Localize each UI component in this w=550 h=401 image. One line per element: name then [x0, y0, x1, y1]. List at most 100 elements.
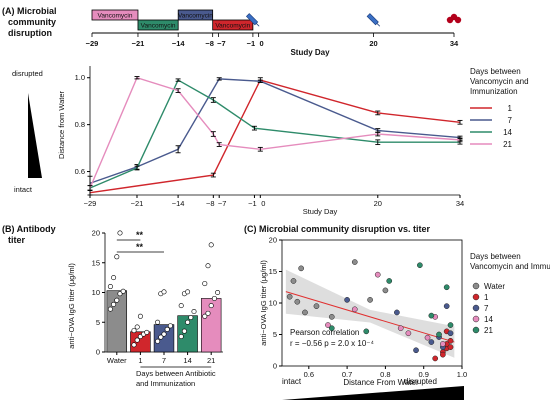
series-line-14: [89, 79, 460, 189]
vancomycin-block: [177, 9, 214, 21]
scatter-point-7: [447, 330, 454, 337]
legend-label: Water: [484, 282, 505, 291]
x-tick-label: 0.9: [418, 370, 428, 379]
data-point: [205, 263, 211, 269]
blood-drop-icon: [446, 13, 462, 24]
legend-label: 1: [484, 293, 489, 302]
legend-label: 7: [508, 116, 513, 125]
data-point: [202, 313, 208, 319]
data-point: [120, 288, 126, 294]
scatter-point-7: [394, 309, 400, 316]
syringe-icon: [245, 13, 260, 27]
y-tick-label: 0: [273, 362, 277, 371]
x-tick-label: −1: [248, 199, 257, 208]
bar-7: [153, 324, 175, 353]
data-point: [188, 314, 194, 320]
series-line-21: [89, 76, 461, 189]
y-tick-label: 0: [96, 348, 100, 357]
x-tick-label: Water: [107, 356, 127, 365]
x-tick-label: 21: [207, 356, 215, 365]
scale-disrupted-label-c: disrupted: [404, 377, 437, 386]
panel-b-title-line2: titer: [8, 235, 26, 245]
fit-line: [285, 291, 455, 343]
legend-label: 1: [508, 104, 513, 113]
scatter-xlabel: Distance From Water: [343, 378, 419, 387]
timeline-tick-label: −1: [247, 39, 256, 48]
data-point: [144, 329, 150, 335]
data-point: [107, 306, 113, 312]
legend-label: 21: [484, 326, 493, 335]
x-tick-label: 0.6: [304, 370, 314, 379]
data-point: [117, 230, 123, 236]
vancomycin-block: [212, 19, 254, 31]
vancomycin-block-label: Vancomycin: [178, 13, 213, 20]
x-tick-label: 0.7: [342, 370, 352, 379]
scatter-legend: Water 1 7 14 21: [472, 282, 505, 335]
y-tick-label: 15: [92, 258, 100, 267]
timeline-tick-label: −7: [217, 39, 226, 48]
scatter-point-14: [325, 322, 331, 328]
x-tick-label: −8: [206, 199, 215, 208]
scatter-point-21: [417, 262, 423, 269]
bar-chart-xlabel-line1: Days between Antibiotic: [136, 369, 216, 378]
legend-marker: [472, 304, 480, 312]
data-point: [211, 295, 217, 301]
legend-label: 14: [503, 128, 512, 137]
y-tick-label: 20: [269, 236, 277, 245]
y-tick-label: 0.6: [75, 167, 85, 176]
line-chart-ylabel: Distance from Water: [57, 90, 66, 159]
vancomycin-block-label: Vancomycin: [141, 23, 176, 30]
scatter-point-Water: [294, 298, 301, 305]
data-point: [111, 301, 117, 307]
x-tick-label: 34: [456, 199, 464, 208]
syringe-barrel: [366, 13, 379, 26]
scatter-ylabel: anti−OVA IgG titer (μg/ml): [259, 260, 268, 346]
timeline-tick-label: 20: [369, 39, 377, 48]
scatter-point-14: [424, 334, 431, 341]
scatter-point-14: [351, 306, 358, 313]
significance-marker-2: **: [136, 242, 144, 252]
data-point: [114, 254, 120, 260]
vancomycin-block-label: Vancomycin: [98, 13, 133, 20]
pearson-annotation-line1: Pearson correlation: [290, 328, 359, 337]
x-tick-label: −29: [84, 199, 97, 208]
y-tick-label: 0.8: [75, 120, 85, 129]
scatter-point-21: [436, 331, 442, 338]
panel-a-title-line2: community: [8, 17, 56, 27]
timeline-tick-label: 34: [450, 39, 459, 48]
syringe-icon: [366, 13, 381, 27]
x-tick-label: −14: [172, 199, 185, 208]
data-point: [208, 242, 214, 248]
data-point: [134, 324, 140, 330]
vancomycin-block: [91, 9, 139, 21]
significance-marker-1: **: [136, 230, 144, 240]
timeline-tick-label: −8: [205, 39, 214, 48]
data-point: [131, 342, 137, 348]
x-tick-label: 1.0: [457, 370, 467, 379]
scatter-point-7: [344, 297, 350, 303]
scatter-point-Water: [367, 297, 373, 303]
scatter-point-14: [397, 325, 404, 332]
timeline-tick-label: −21: [132, 39, 145, 48]
data-point: [155, 319, 161, 325]
bar-chart-xlabel-line2: and Immunization: [136, 379, 195, 388]
scatter-legend-title-1: Days between: [470, 252, 521, 261]
bar-chart-ylabel: anti−OVA IgG titer (μg/ml): [67, 263, 76, 349]
treatment-timeline: VancomycinVancomycinVancomycinVancomycin…: [86, 9, 462, 48]
scatter-point-21: [443, 284, 450, 291]
data-point: [111, 275, 117, 281]
y-tick-label: 15: [269, 267, 277, 276]
timeline-tick-label: −14: [172, 39, 186, 48]
data-point: [215, 289, 221, 295]
scatter-point-7: [443, 303, 450, 309]
data-point: [114, 297, 120, 303]
x-tick-label: −21: [131, 199, 144, 208]
line-chart-legend: 1 7 14 21: [470, 104, 513, 149]
x-tick-label: 0.8: [380, 370, 390, 379]
scatter-point-21: [363, 328, 370, 335]
y-tick-label: 10: [92, 288, 100, 297]
legend-marker: [472, 315, 480, 323]
scale-intact-label: intact: [14, 185, 33, 194]
data-point: [137, 313, 143, 319]
panel-b-title-line1: (B) Antibody: [2, 224, 56, 234]
